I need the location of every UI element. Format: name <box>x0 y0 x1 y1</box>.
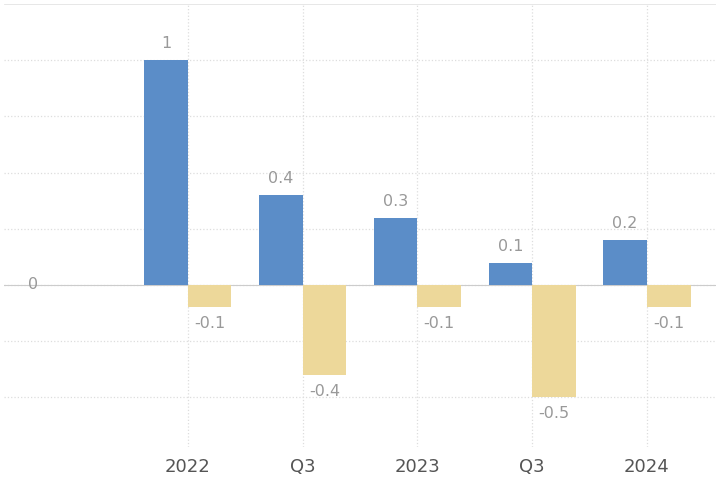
Text: 0.2: 0.2 <box>613 216 638 231</box>
Bar <box>144 60 188 285</box>
Text: -0.1: -0.1 <box>653 316 685 331</box>
Bar <box>418 285 461 308</box>
Text: 0.3: 0.3 <box>383 193 408 209</box>
Text: -0.5: -0.5 <box>539 406 570 421</box>
Text: -0.1: -0.1 <box>194 316 225 331</box>
Bar <box>188 285 231 308</box>
Text: -0.4: -0.4 <box>309 384 340 399</box>
Bar <box>532 285 576 397</box>
Text: 0.4: 0.4 <box>268 171 294 186</box>
Text: 1: 1 <box>161 36 171 51</box>
Bar <box>374 217 418 285</box>
Bar <box>259 195 302 285</box>
Text: 0: 0 <box>28 277 38 292</box>
Text: -0.1: -0.1 <box>423 316 455 331</box>
Text: 0.1: 0.1 <box>498 239 523 253</box>
Bar <box>603 240 647 285</box>
Bar <box>647 285 690 308</box>
Bar <box>489 263 532 285</box>
Bar <box>302 285 346 375</box>
